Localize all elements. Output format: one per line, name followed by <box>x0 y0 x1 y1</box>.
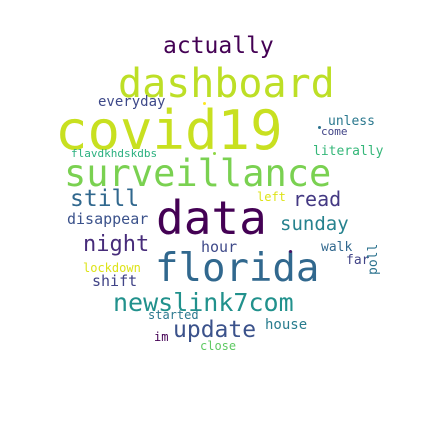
word-close: close <box>200 339 237 353</box>
word-literally: literally <box>313 144 384 159</box>
word-florida: florida <box>155 246 320 291</box>
word-far: far <box>346 253 370 268</box>
word-everyday: everyday <box>98 94 166 110</box>
word-lockdown: lockdown <box>83 261 141 275</box>
word-house: house <box>265 317 308 333</box>
dot-mark <box>289 250 292 253</box>
word-poll: poll <box>366 243 381 275</box>
word-covid19: covid19 <box>55 99 283 162</box>
dot-mark <box>318 126 321 129</box>
word-actually: actually <box>163 33 274 59</box>
word-walk: walk <box>321 240 353 255</box>
word-still: still <box>70 186 140 212</box>
word-come: come <box>321 125 348 138</box>
word-hour: hour <box>201 238 238 256</box>
word-disappear: disappear <box>67 210 149 228</box>
word-sunday: sunday <box>280 213 349 235</box>
word-flavdkhdskdbs: flavdkhdskdbs <box>71 147 158 160</box>
word-started: started <box>148 308 199 322</box>
word-data: data <box>156 191 267 245</box>
word-read: read <box>293 187 342 211</box>
dot-mark <box>213 152 216 155</box>
word-shift: shift <box>92 272 138 290</box>
word-unless: unless <box>328 114 375 129</box>
word-update: update <box>173 317 257 343</box>
word-surveillance: surveillance <box>64 152 332 195</box>
word-im: im <box>154 330 169 344</box>
word-newslink7com: newslink7com <box>113 288 294 317</box>
word-poll-wrapper: poll <box>366 243 381 280</box>
dot-mark <box>203 102 206 105</box>
word-night: night <box>83 232 150 257</box>
word-dashboard: dashboard <box>118 61 335 107</box>
word-left: left <box>257 190 286 204</box>
